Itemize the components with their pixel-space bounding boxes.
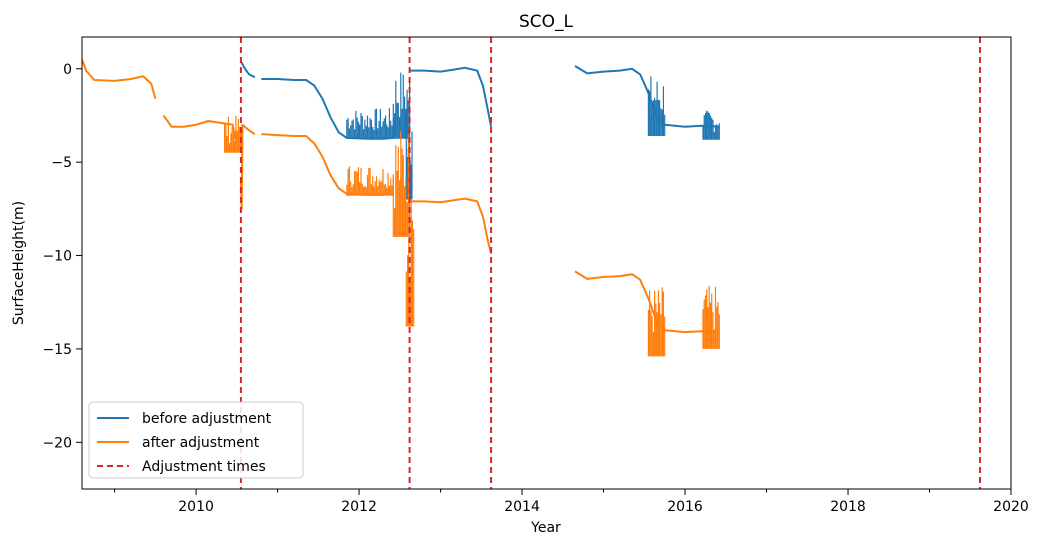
y-tick-label: 0 <box>63 62 72 78</box>
noise-band-0 <box>224 115 242 153</box>
noise-band-1 <box>392 72 411 139</box>
plot-area <box>82 37 982 489</box>
x-tick-label: 2016 <box>667 499 703 515</box>
adjustment-times <box>239 37 982 489</box>
x-tick-label: 2020 <box>993 499 1029 515</box>
y-tick-label: −5 <box>51 155 72 171</box>
chart-title: SCO_L <box>519 12 574 32</box>
x-tick-label: 2012 <box>341 499 377 515</box>
noise-band-5 <box>702 285 720 349</box>
legend-label-2: Adjustment times <box>142 459 266 475</box>
noise-band-3 <box>647 76 666 136</box>
series-line-segment-0 <box>240 60 256 79</box>
series-line-segment-1 <box>162 114 238 148</box>
series-line-segment-1 <box>261 78 394 140</box>
y-tick-label: −10 <box>42 249 72 265</box>
legend-label-0: before adjustment <box>142 411 272 427</box>
x-tick-label: 2014 <box>504 499 540 515</box>
y-axis-label: SurfaceHeight(m) <box>11 201 27 325</box>
series-line-segment-4 <box>409 197 493 254</box>
noise-band-4 <box>647 287 666 357</box>
plot-frame <box>81 36 1012 490</box>
series-line-segment-5 <box>574 270 720 334</box>
series-line-segment-3 <box>261 133 394 196</box>
y-tick-label: −15 <box>42 342 72 358</box>
noise-band-0 <box>346 108 394 139</box>
legend-box <box>88 401 304 479</box>
noise-band-1 <box>346 166 394 196</box>
noise-band-2 <box>392 130 411 237</box>
legend: before adjustment after adjustment Adjustm… <box>88 401 304 479</box>
series-line-segment-2 <box>409 66 493 127</box>
series-line-segment-3 <box>574 65 720 128</box>
series-before <box>240 60 720 200</box>
legend-label-1: after adjustment <box>142 435 260 451</box>
series-line-segment-2 <box>239 123 256 210</box>
x-tick-label: 2010 <box>178 499 214 515</box>
x-axis-label: Year <box>530 520 561 536</box>
y-axis: 0 −5 −10 −15 −20 <box>42 62 82 451</box>
series-line-segment-0 <box>82 59 157 99</box>
x-tick-label: 2018 <box>830 499 866 515</box>
x-axis: 2010 2012 2014 2016 2018 2020 <box>114 489 1029 515</box>
y-tick-label: −20 <box>42 435 72 451</box>
